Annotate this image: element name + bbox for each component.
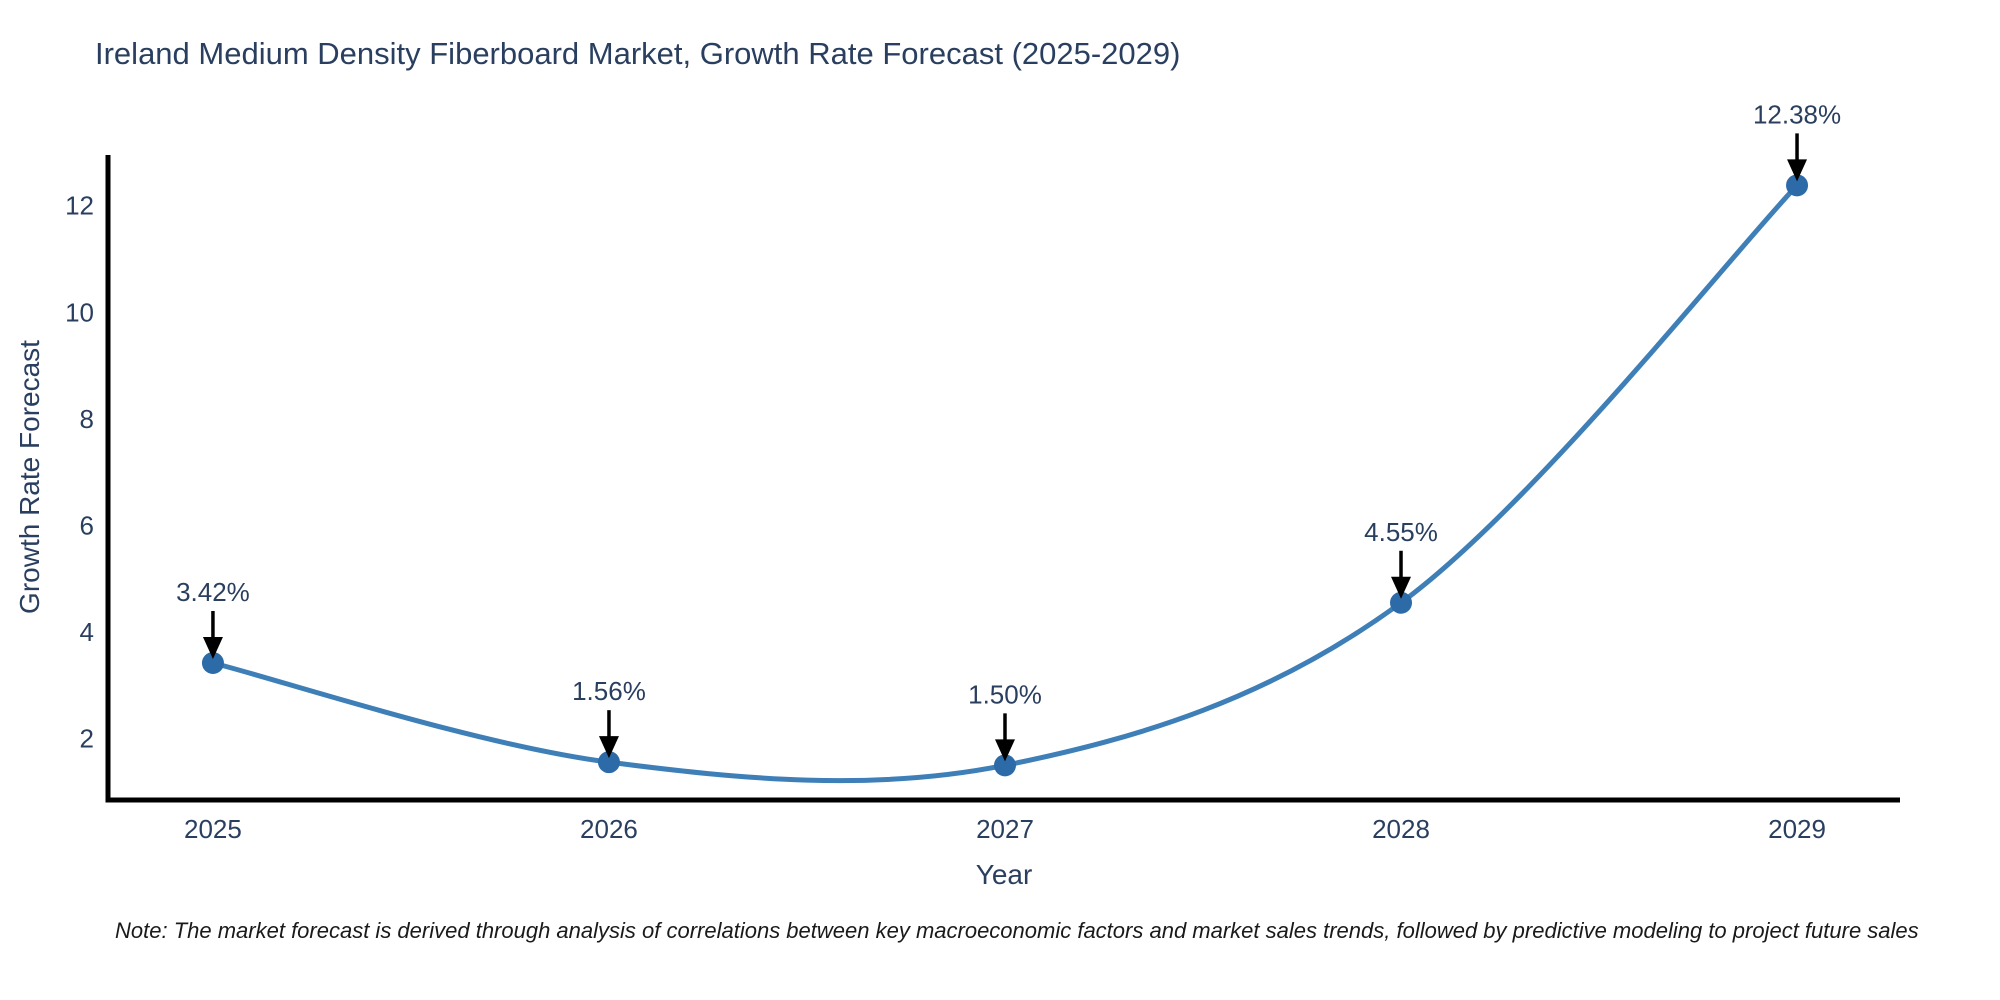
y-tick-label: 6 [80,510,94,540]
data-point-2029[interactable] [1786,174,1809,197]
data-point-2025[interactable] [201,652,224,675]
y-tick-label: 12 [65,191,94,221]
data-point-label: 3.42% [176,577,250,607]
data-point-label: 1.56% [572,676,646,706]
x-tick-label: 2029 [1768,814,1826,844]
annotation-arrowhead [994,739,1015,762]
x-tick-label: 2025 [184,814,242,844]
x-tick-label: 2027 [976,814,1034,844]
x-tick-label: 2028 [1372,814,1430,844]
data-point-label: 1.50% [968,679,1042,709]
data-point-2028[interactable] [1390,591,1413,614]
annotation-arrowhead [202,637,223,660]
x-axis-title: Year [975,859,1033,890]
forecast-line [212,183,1799,784]
data-point-label: 12.38% [1753,99,1841,129]
x-tick-label: 2026 [580,814,638,844]
y-axis-title: Growth Rate Forecast [14,340,45,614]
data-point-2027[interactable] [993,754,1016,777]
footnote: Note: The market forecast is derived thr… [115,918,1919,943]
data-point-label: 4.55% [1364,517,1438,547]
y-tick-label: 10 [65,297,94,327]
chart-title: Ireland Medium Density Fiberboard Market… [95,36,1181,71]
y-tick-label: 4 [80,617,94,647]
annotation-arrowhead [598,736,619,759]
data-point-2026[interactable] [597,751,620,774]
y-tick-label: 8 [80,404,94,434]
annotation-arrowhead [1391,576,1412,599]
y-tick-label: 2 [80,724,94,754]
annotation-arrowhead [1787,159,1808,182]
